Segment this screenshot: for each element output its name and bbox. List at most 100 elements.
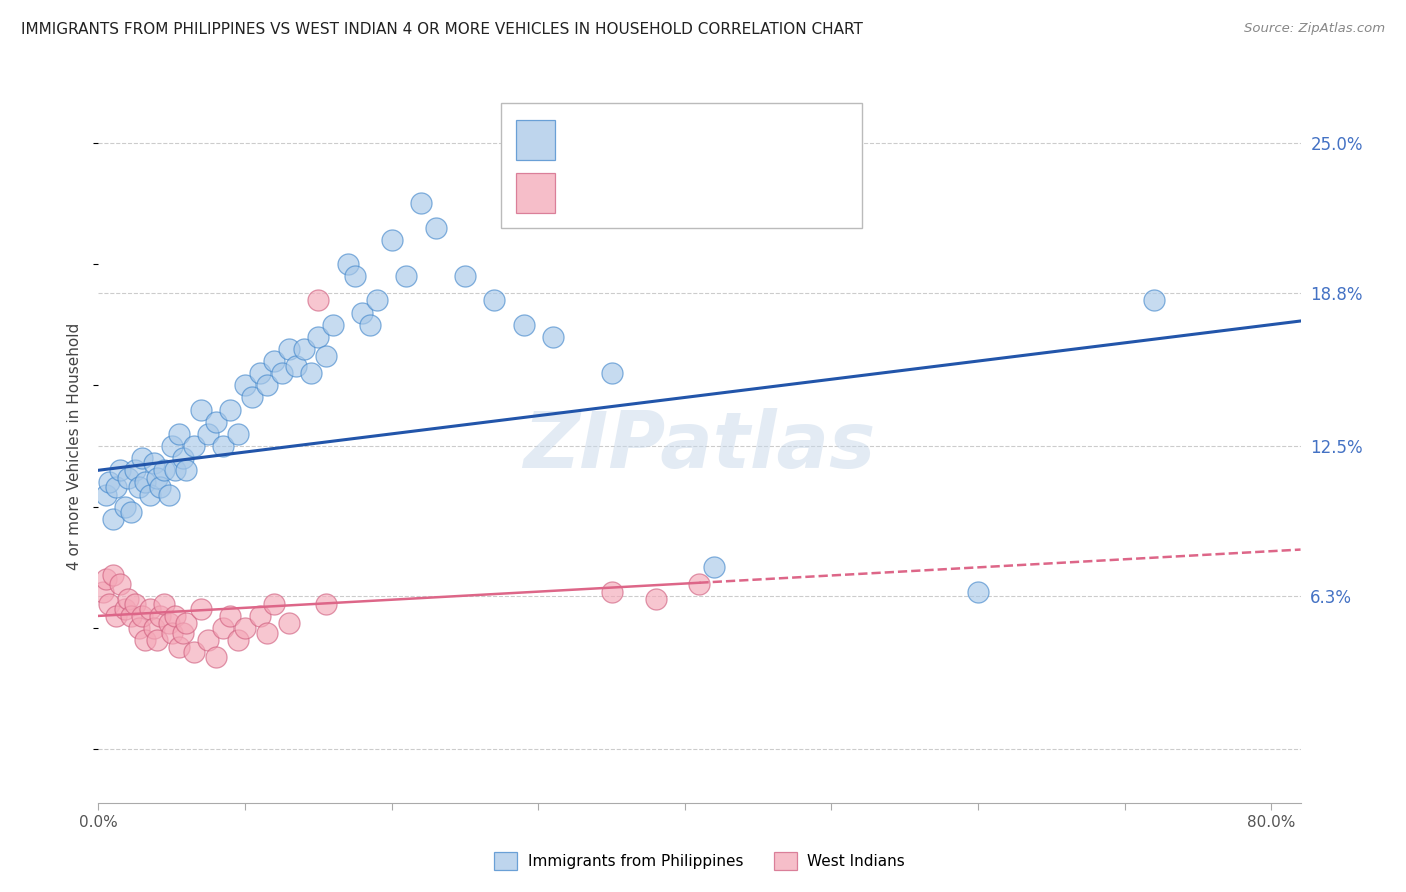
Point	[160, 626, 183, 640]
Point	[114, 601, 136, 615]
Point	[381, 233, 404, 247]
Point	[114, 500, 136, 514]
Point	[91, 584, 114, 599]
Point	[183, 645, 205, 659]
Point	[249, 608, 271, 623]
Y-axis label: 4 or more Vehicles in Household: 4 or more Vehicles in Household	[67, 322, 83, 570]
Point	[688, 577, 710, 591]
Point	[146, 633, 169, 648]
Point	[143, 456, 166, 470]
Point	[270, 366, 292, 380]
Point	[124, 463, 146, 477]
Point	[101, 567, 124, 582]
Point	[172, 626, 194, 640]
Point	[395, 269, 418, 284]
Point	[149, 480, 172, 494]
Point	[219, 608, 242, 623]
Point	[163, 463, 186, 477]
Point	[105, 608, 128, 623]
Point	[157, 487, 180, 501]
Point	[425, 220, 447, 235]
Point	[128, 480, 150, 494]
Point	[292, 342, 315, 356]
Point	[197, 633, 219, 648]
Point	[110, 577, 132, 591]
Point	[1143, 293, 1166, 308]
Point	[197, 426, 219, 441]
Point	[263, 597, 285, 611]
Point	[120, 608, 142, 623]
Point	[278, 616, 301, 631]
Point	[256, 626, 278, 640]
Point	[336, 257, 359, 271]
Point	[703, 560, 725, 574]
Point	[278, 342, 301, 356]
Point	[212, 439, 235, 453]
Point	[644, 591, 666, 606]
Point	[352, 305, 374, 319]
Point	[94, 573, 117, 587]
Point	[541, 330, 564, 344]
Point	[134, 475, 156, 490]
Text: ZIPatlas: ZIPatlas	[523, 408, 876, 484]
Point	[138, 487, 160, 501]
Point	[157, 616, 180, 631]
Point	[212, 621, 235, 635]
Point	[967, 584, 990, 599]
Legend: Immigrants from Philippines, West Indians: Immigrants from Philippines, West Indian…	[486, 845, 912, 877]
Point	[240, 391, 263, 405]
Point	[153, 597, 176, 611]
Point	[484, 293, 506, 308]
Point	[97, 475, 120, 490]
Point	[204, 415, 226, 429]
Point	[512, 318, 534, 332]
Point	[299, 366, 322, 380]
Point	[307, 293, 329, 308]
Point	[131, 608, 153, 623]
Point	[249, 366, 271, 380]
Point	[167, 426, 190, 441]
Point	[134, 633, 156, 648]
Point	[117, 470, 139, 484]
Point	[190, 601, 212, 615]
Point	[343, 269, 366, 284]
Point	[149, 608, 172, 623]
Point	[94, 487, 117, 501]
Point	[219, 402, 242, 417]
Point	[315, 597, 337, 611]
Point	[204, 650, 226, 665]
Point	[128, 621, 150, 635]
Text: IMMIGRANTS FROM PHILIPPINES VS WEST INDIAN 4 OR MORE VEHICLES IN HOUSEHOLD CORRE: IMMIGRANTS FROM PHILIPPINES VS WEST INDI…	[21, 22, 863, 37]
Point	[97, 597, 120, 611]
Point	[120, 504, 142, 518]
Point	[263, 354, 285, 368]
Point	[172, 451, 194, 466]
Point	[167, 640, 190, 655]
Point	[183, 439, 205, 453]
Point	[153, 463, 176, 477]
Point	[160, 439, 183, 453]
Point	[190, 402, 212, 417]
Point	[124, 597, 146, 611]
Point	[600, 584, 623, 599]
Point	[176, 616, 198, 631]
Point	[233, 378, 256, 392]
Point	[285, 359, 308, 373]
Point	[117, 591, 139, 606]
Point	[101, 512, 124, 526]
Point	[366, 293, 388, 308]
Point	[226, 426, 249, 441]
Point	[359, 318, 381, 332]
Point	[176, 463, 198, 477]
Point	[226, 633, 249, 648]
Point	[256, 378, 278, 392]
Point	[233, 621, 256, 635]
Point	[146, 470, 169, 484]
Point	[600, 366, 623, 380]
Point	[105, 480, 128, 494]
Point	[307, 330, 329, 344]
Point	[143, 621, 166, 635]
Point	[163, 608, 186, 623]
Point	[138, 601, 160, 615]
Point	[454, 269, 477, 284]
